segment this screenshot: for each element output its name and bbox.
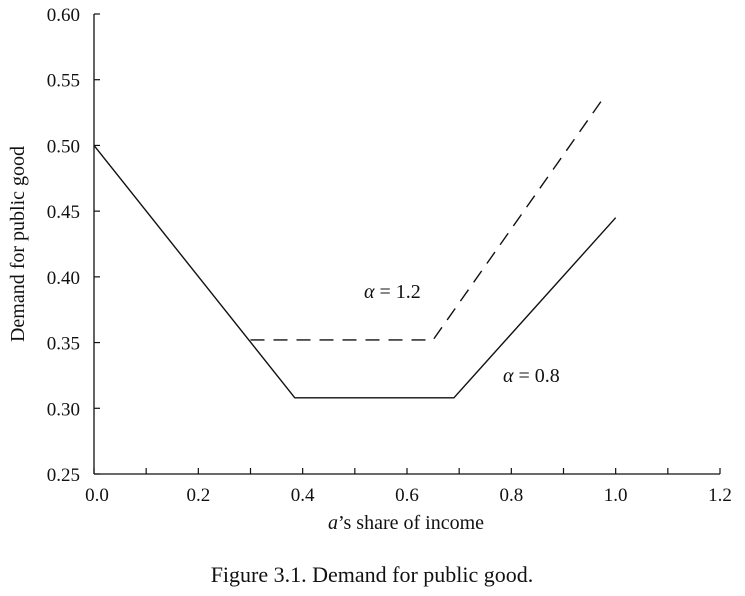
x-tick-label: 0.2 [186,485,210,506]
x-tick-label: 0.8 [499,485,523,506]
y-tick-label: 0.25 [47,465,80,486]
series-line-alpha-0-8 [93,144,617,399]
figure-caption: Figure 3.1. Demand for public good. [211,562,534,587]
y-tick-label: 0.30 [47,399,80,420]
x-axis-title: a’s share of income [328,512,484,534]
series-label-alpha-0-8: α = 0.8 [503,365,560,387]
series-label-value: = 0.8 [514,365,560,387]
axes [93,14,720,475]
x-tick-label: 0.6 [395,485,419,506]
alpha-symbol: α [364,281,375,303]
y-tick-label: 0.35 [47,334,80,355]
tick-labels: 0.0 0.2 0.4 0.6 0.8 1.0 1.2 0.60 0.55 0.50 0.45 0.4… [47,5,732,506]
y-tick-label: 0.45 [47,202,80,223]
x-tick-label: 1.0 [604,485,628,506]
y-tick-label: 0.40 [47,268,80,289]
y-tick-label: 0.60 [47,5,80,26]
series-line-alpha-1-2 [250,95,606,341]
series-lines [93,95,617,399]
y-axis-title: Demand for public good [7,146,29,342]
y-tick-label: 0.50 [47,136,80,157]
x-tick-label: 0.4 [291,485,315,506]
x-tick-label: 1.2 [708,485,732,506]
series-label-value: = 1.2 [375,281,421,303]
tick-marks [93,13,721,475]
x-tick-label: 0.0 [85,485,109,506]
alpha-symbol: α [503,365,514,387]
y-tick-label: 0.55 [47,71,80,92]
series-label-alpha-1-2: α = 1.2 [364,281,421,303]
